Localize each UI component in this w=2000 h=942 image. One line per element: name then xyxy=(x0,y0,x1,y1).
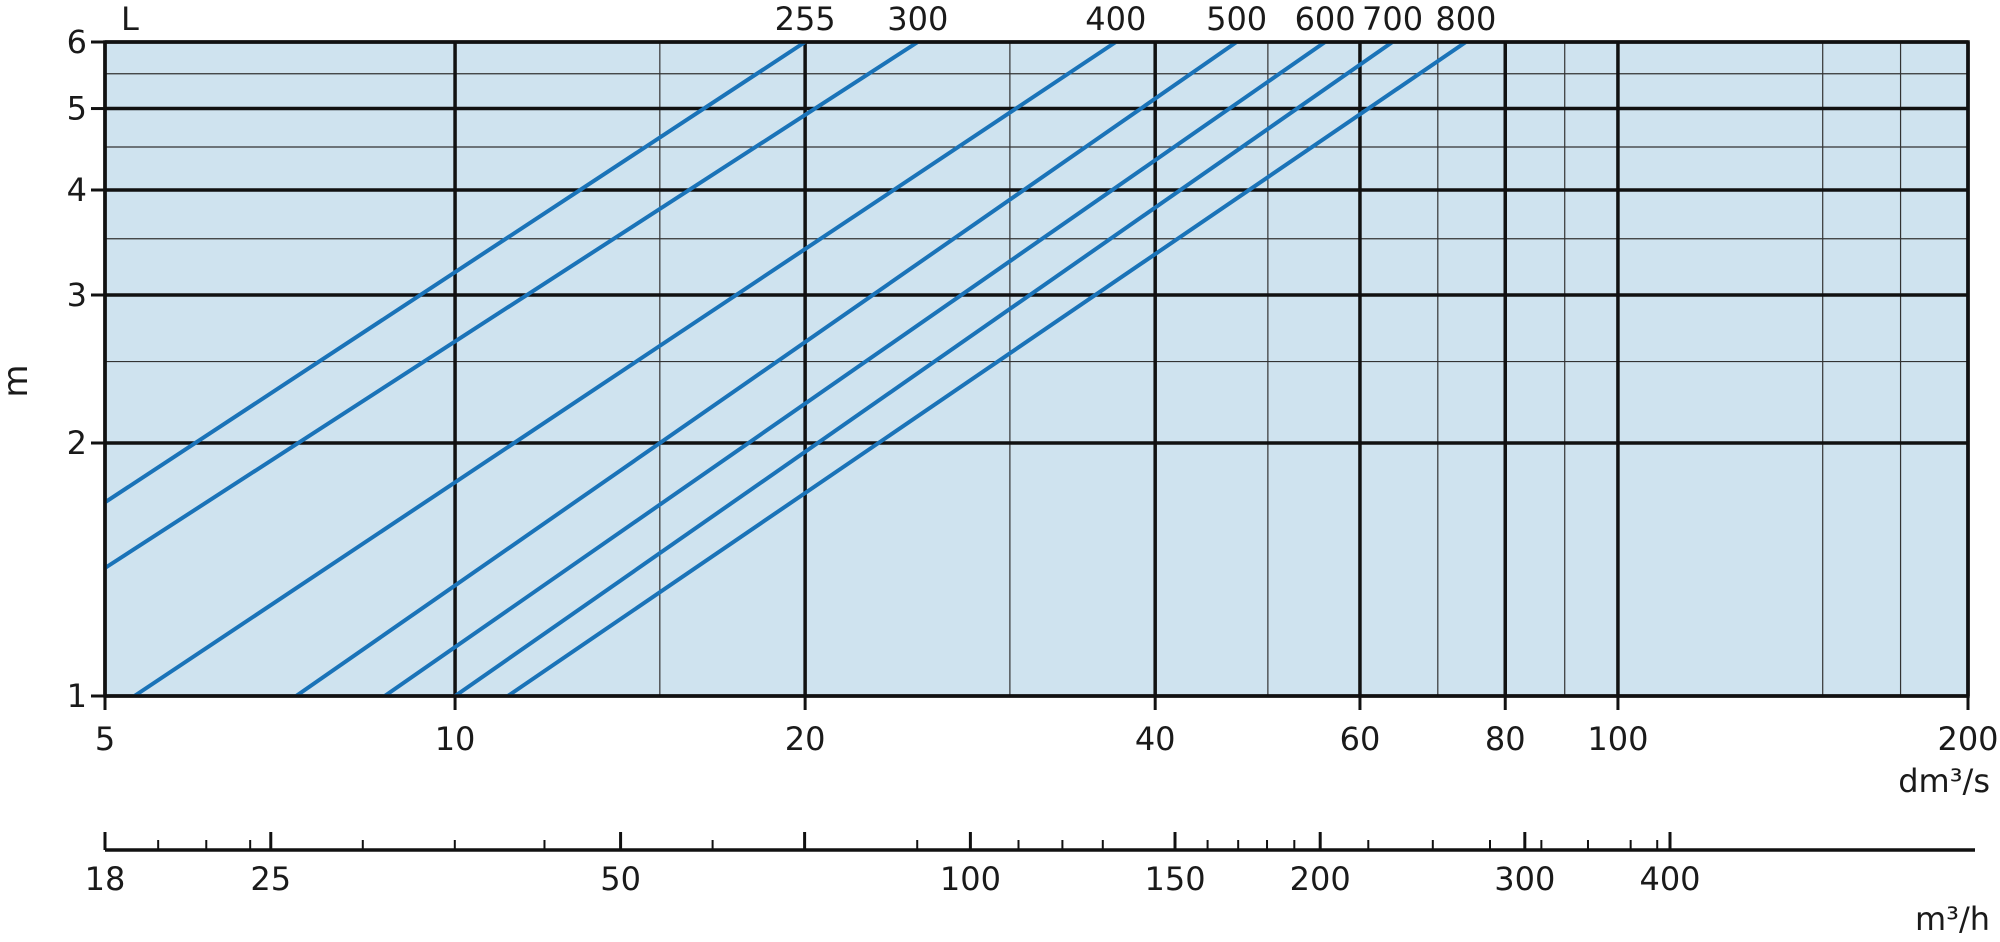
y-tick-label: 2 xyxy=(67,424,87,462)
y-tick-label: 5 xyxy=(67,90,87,128)
series-line-255 xyxy=(103,40,807,504)
series-line-800 xyxy=(506,40,1468,698)
y-axis: 1 2 3 4 5 6 xyxy=(67,23,105,715)
x-tick-label: 80 xyxy=(1485,720,1526,758)
x-tick-label: 200 xyxy=(1937,720,1998,758)
series-label-300: 300 xyxy=(887,0,948,38)
secondary-tick-label: 200 xyxy=(1290,860,1351,898)
secondary-tick-label: 25 xyxy=(250,860,291,898)
y-tick-label: 6 xyxy=(67,23,87,61)
y-tick-label: 1 xyxy=(67,677,87,715)
x-axis-unit-label: dm³/s xyxy=(1898,762,1990,800)
secondary-tick-label: 50 xyxy=(600,860,641,898)
series-label-255: 255 xyxy=(775,0,836,38)
x-tick-label: 60 xyxy=(1340,720,1381,758)
series-line-500 xyxy=(294,40,1238,698)
legend-header: L xyxy=(121,0,139,38)
series-label-500: 500 xyxy=(1206,0,1267,38)
secondary-tick-label: 400 xyxy=(1639,860,1700,898)
series-label-800: 800 xyxy=(1435,0,1496,38)
series-labels: 255 300 400 500 600 700 800 xyxy=(775,0,1497,38)
series-label-700: 700 xyxy=(1362,0,1423,38)
series-line-400 xyxy=(133,40,1117,698)
secondary-tick-label: 100 xyxy=(940,860,1001,898)
x-tick-label: 10 xyxy=(435,720,476,758)
secondary-tick-label: 18 xyxy=(85,860,126,898)
x-tick-label: 5 xyxy=(95,720,115,758)
x-tick-label: 100 xyxy=(1587,720,1648,758)
series-line-300 xyxy=(103,40,919,570)
series-line-600 xyxy=(383,40,1327,698)
secondary-axis: 18 25 50 100 150 200 300 400 xyxy=(85,832,1975,898)
secondary-tick-label: 300 xyxy=(1494,860,1555,898)
series-label-400: 400 xyxy=(1085,0,1146,38)
series-line-700 xyxy=(453,40,1394,698)
series-lines xyxy=(103,40,1468,698)
secondary-axis-unit-label: m³/h xyxy=(1915,900,1990,938)
x-tick-label: 20 xyxy=(785,720,826,758)
plot-frame xyxy=(103,40,1970,698)
y-tick-label: 3 xyxy=(67,276,87,314)
plot-background xyxy=(105,42,1968,696)
x-axis: 5 10 20 40 60 80 100 200 xyxy=(95,696,1999,758)
series-label-600: 600 xyxy=(1295,0,1356,38)
y-axis-label: m xyxy=(0,364,36,397)
x-tick-label: 40 xyxy=(1135,720,1176,758)
y-tick-label: 4 xyxy=(67,171,87,209)
secondary-tick-label: 150 xyxy=(1144,860,1205,898)
